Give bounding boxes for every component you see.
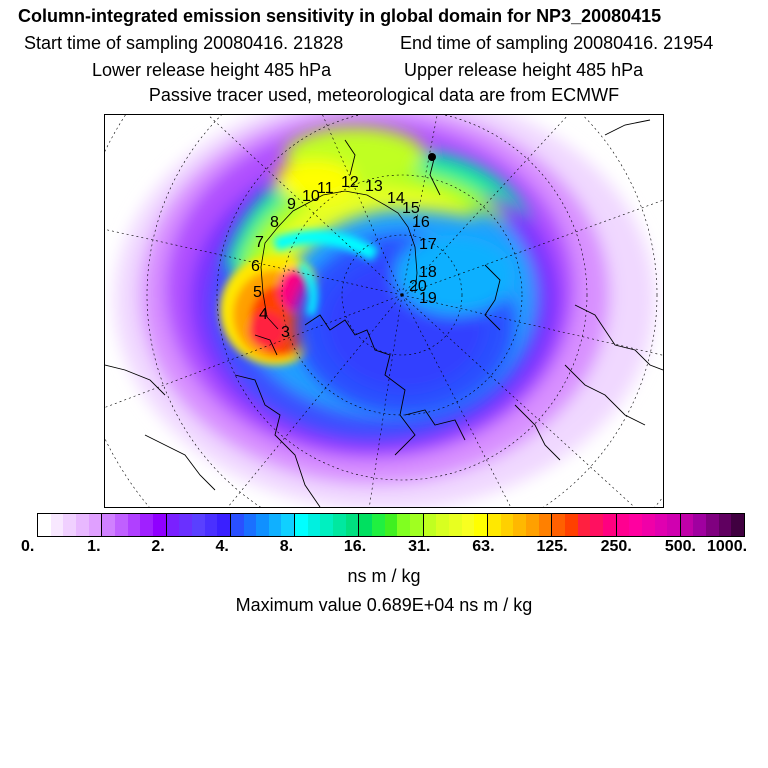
max-value-text: Maximum value 0.689E+04 ns m / kg [235,595,533,615]
units-label: ns m / kg [347,566,421,586]
colorbar-segment [217,514,230,536]
colorbar-tick-label: 1. [87,538,101,555]
colorbar-segment [38,514,51,536]
colorbar-segment [179,514,192,536]
colorbar-segment [165,514,180,536]
colorbar-segment [127,514,141,536]
colorbar-segment [551,514,565,536]
colorbar-segment [372,514,385,536]
trajectory-label: 4 [259,306,268,323]
trajectory-label: 3 [281,324,290,341]
colorbar-tick-label: 500. [664,538,696,555]
trajectory-label: 20 [409,278,427,295]
colorbar-segment [564,514,578,536]
colorbar-segment [294,514,308,536]
colorbar-segment [152,514,166,536]
colorbar-tick-label: 250. [600,538,632,555]
trajectory-label: 14 [387,190,405,207]
colorbar-segment [410,514,423,536]
trajectory-label: 18 [419,264,437,281]
trajectory-label: 9 [287,196,296,213]
upper-release-text: Upper release height 485 hPa [404,60,644,80]
colorbar-segment [345,514,359,536]
colorbar-segment [229,514,244,536]
colorbar-segment [140,514,153,536]
colorbar-segment [461,514,475,536]
colorbar-segment [667,514,680,536]
colorbar-tick-label: 16. [343,538,367,555]
trajectory-label: 12 [341,174,359,191]
colorbar-segment [191,514,205,536]
colorbar-segment [204,514,218,536]
colorbar-tick-label: 4. [215,538,229,555]
trajectory-label: 16 [412,214,430,231]
colorbar-segment [397,514,411,536]
colorbar-segment [513,514,526,536]
polar-map: 3 4 5 6 7 8 9 10 11 12 13 14 15 16 17 18 19 20 [104,114,664,508]
colorbar-tick-label: 125. [536,538,568,555]
colorbar-segment [718,514,732,536]
end-time-text: End time of sampling 20080416. 21954 [400,33,714,53]
colorbar-segment [320,514,334,536]
colorbar-segment [243,514,257,536]
colorbar-segment [486,514,501,536]
colorbar-segment [333,514,346,536]
map-title: Column-integrated emission sensitivity i… [18,6,662,26]
colorbar-tick-label: 0. [21,538,35,555]
trajectory-label: 6 [251,258,260,275]
colorbar-segment [641,514,655,536]
colorbar-segment [307,514,321,536]
colorbar-segment [629,514,642,536]
trajectory-label: 17 [419,236,437,253]
trajectory-label: 7 [255,234,264,251]
lower-release-text: Lower release height 485 hPa [92,60,332,80]
colorbar [37,513,745,537]
colorbar-segment [114,514,128,536]
trajectory-label: 5 [253,284,262,301]
colorbar-segment [75,514,89,536]
colorbar-tick-label: 8. [279,538,294,555]
colorbar-segment [358,514,373,536]
colorbar-segment [268,514,282,536]
colorbar-segment [706,514,719,536]
colorbar-segment [525,514,539,536]
colorbar-segment [679,514,694,536]
colorbar-segment [538,514,552,536]
colorbar-segment [449,514,462,536]
colorbar-segment [50,514,64,536]
trajectory-label: 11 [317,180,334,197]
colorbar-segment [577,514,591,536]
colorbar-segment [731,514,745,536]
colorbar-tick-label: 2. [151,538,165,555]
trajectory-label: 15 [402,200,420,217]
colorbar-segment [436,514,449,536]
start-time-text: Start time of sampling 20080416. 21828 [24,33,344,53]
colorbar-segment [63,514,76,536]
trajectory-label: 8 [270,214,279,231]
colorbar-segment [615,514,630,536]
colorbar-segment [101,514,115,536]
colorbar-segment [654,514,668,536]
colorbar-segment [602,514,616,536]
colorbar-segment [384,514,398,536]
colorbar-segment [281,514,295,536]
tracer-note-text: Passive tracer used, meteorological data… [148,85,620,105]
trajectory-label: 13 [365,178,383,195]
trajectory-label: 19 [419,290,437,307]
colorbar-tick-label: 63. [472,538,495,555]
colorbar-segment [693,514,707,536]
trajectory-label: 10 [302,188,320,205]
colorbar-tick-label: 31. [408,538,431,555]
colorbar-segment [256,514,269,536]
colorbar-segment [500,514,514,536]
colorbar-segment [422,514,437,536]
colorbar-segment [590,514,603,536]
colorbar-segment [474,514,487,536]
colorbar-tick-label: 1000. [707,538,748,555]
colorbar-segment [88,514,102,536]
